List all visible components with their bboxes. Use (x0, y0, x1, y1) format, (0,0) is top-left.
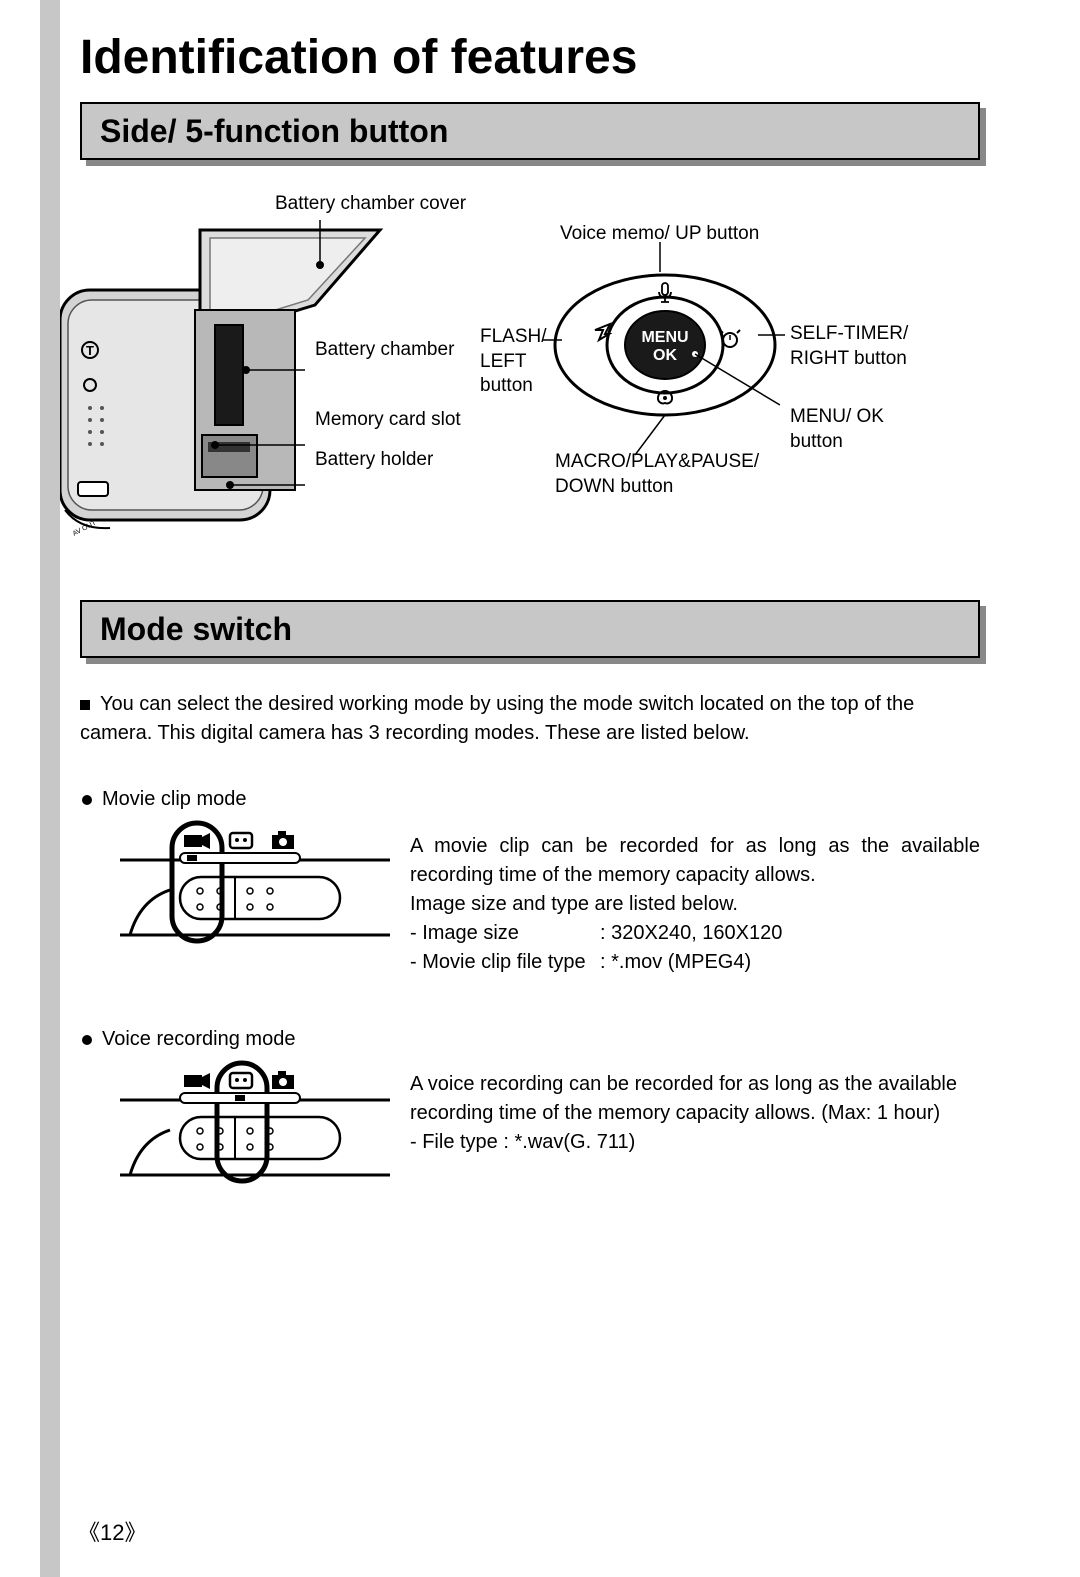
round-bullet-icon (82, 795, 92, 805)
movie-clip-title: Movie clip mode (82, 785, 247, 814)
page-title: Identification of features (80, 30, 637, 85)
label-battery-chamber: Battery chamber (315, 338, 454, 363)
label-battery-holder: Battery holder (315, 448, 433, 473)
svg-text:AV OUT: AV OUT (72, 519, 98, 538)
movie-desc: A movie clip can be recorded for as long… (410, 832, 980, 977)
label-battery-cover: Battery chamber cover (275, 192, 466, 217)
label-memory-slot: Memory card slot (315, 408, 461, 433)
camera-side-illustration: T AV OUT (60, 210, 420, 550)
movie-mode-diagram (120, 815, 390, 955)
section-heading: Side/ 5-function button (100, 113, 448, 150)
page-number: 《12》 (78, 1515, 147, 1547)
svg-text:T: T (86, 343, 94, 358)
section-mode-switch: Mode switch (80, 600, 980, 658)
voice-desc: A voice recording can be recorded for as… (410, 1070, 980, 1157)
mode-switch-intro: You can select the desired working mode … (80, 690, 980, 748)
section-heading-2: Mode switch (100, 611, 292, 648)
round-bullet-icon (82, 1035, 92, 1045)
button-leader-lines (480, 220, 1000, 500)
side-diagram: T AV OUT Battery chamber cover Battery c… (60, 180, 1000, 580)
voice-mode-title: Voice recording mode (82, 1025, 295, 1054)
voice-mode-diagram (120, 1055, 390, 1195)
section-side-5function: Side/ 5-function button (80, 102, 980, 160)
square-bullet-icon (80, 700, 90, 710)
